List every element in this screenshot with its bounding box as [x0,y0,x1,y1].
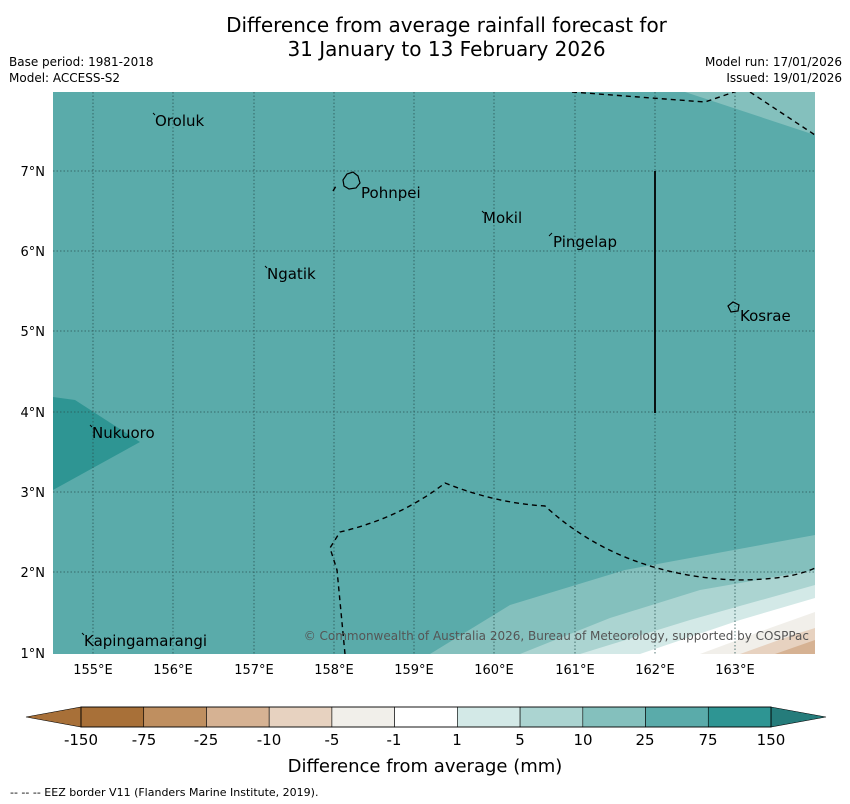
anomaly-minus25-region [775,640,815,654]
colorbar-segment [268,706,333,728]
mokil-marker [481,210,485,214]
lon-label-162: 162°E [635,663,675,678]
base-period: Base period: 1981-2018 [9,55,154,69]
colorbar-segment [645,706,709,728]
colorbar-segments [80,706,772,728]
issued-date: Issued: 19/01/2026 [726,71,842,85]
colorbar-segment [206,706,270,728]
colorbar-segment [394,706,458,728]
colorbar-label-75: 75 [698,731,717,749]
eez-border-north [571,92,815,136]
lat-label-4n: 4°N [21,406,46,421]
colorbar-label-minus150: -150 [64,731,98,749]
lon-label-156: 156°E [153,663,193,678]
colorbar-label-10: 10 [573,731,592,749]
kapingamarangi-marker [81,632,85,636]
map-title-line1: Difference from average rainfall forecas… [226,13,667,37]
colorbar-label-150: 150 [757,731,786,749]
colorbar-segment [457,706,521,728]
colorbar-frame [80,706,772,728]
label-pingelap: Pingelap [553,233,617,251]
anomaly-75-150-region [53,397,140,490]
lat-axis-labels: 7°N 6°N 5°N 4°N 3°N 2°N 1°N [21,165,46,662]
colorbar: -150 -75 -25 -10 -5 -1 1 5 10 25 75 150 … [25,706,827,777]
oroluk-marker [152,112,156,116]
colorbar-label-25: 25 [635,731,654,749]
lon-label-161: 161°E [555,663,595,678]
model-name: Model: ACCESS-S2 [9,71,121,85]
colorbar-label-minus1: -1 [387,731,402,749]
colorbar-label-minus10: -10 [257,731,282,749]
lon-label-157: 157°E [234,663,274,678]
pohnpei-island-outline [342,171,361,190]
copyright-notice: © Commonwealth of Australia 2026, Bureau… [304,629,809,643]
nukuoro-marker [89,424,93,428]
lon-axis-labels: 155°E 156°E 157°E 158°E 159°E 160°E 161°… [73,663,755,678]
anomaly-10-25-region-top [685,92,815,135]
label-kosrae: Kosrae [740,307,791,325]
label-oroluk: Oroluk [155,112,204,130]
colorbar-high-extend [770,706,827,728]
colorbar-label-5: 5 [515,731,525,749]
colorbar-segment [582,706,646,728]
label-ngatik: Ngatik [267,265,316,283]
pingelap-marker [548,232,553,237]
eez-legend-note: -- -- -- EEZ border V11 (Flanders Marine… [10,786,319,799]
lat-label-5n: 5°N [21,325,46,340]
lat-label-7n: 7°N [21,165,46,180]
colorbar-segment [519,706,584,728]
colorbar-segment [707,706,772,728]
lat-label-6n: 6°N [21,245,46,260]
colorbar-label-minus25: -25 [194,731,219,749]
eez-borders [329,92,815,654]
lat-label-2n: 2°N [21,566,46,581]
lon-label-155: 155°E [73,663,113,678]
eez-border-south [329,482,815,654]
lon-label-160: 160°E [474,663,514,678]
colorbar-label-minus75: -75 [132,731,157,749]
lat-label-3n: 3°N [21,486,46,501]
colorbar-label-1: 1 [452,731,462,749]
colorbar-title: Difference from average (mm) [288,756,563,777]
map-title-line2: 31 January to 13 February 2026 [287,37,606,61]
model-run: Model run: 17/01/2026 [704,55,842,69]
label-kapingamarangi: Kapingamarangi [84,632,207,650]
colorbar-segment [331,706,395,728]
lat-label-1n: 1°N [21,647,46,662]
lon-label-163: 163°E [715,663,755,678]
lon-label-159: 159°E [394,663,434,678]
kosrae-island-outline [727,301,740,313]
map-area: Oroluk Pohnpei Mokil Pingelap Ngatik Kos… [53,92,815,654]
label-nukuoro: Nukuoro [92,424,155,442]
colorbar-segment [80,706,145,728]
label-mokil: Mokil [483,209,522,227]
colorbar-label-minus5: -5 [325,731,340,749]
colorbar-segment [143,706,207,728]
label-pohnpei: Pohnpei [361,184,421,202]
colorbar-low-extend [25,706,82,728]
lon-label-158: 158°E [314,663,354,678]
ngatik-marker [264,265,268,269]
eez-border-pohnpei [332,185,337,192]
island-markers [81,112,553,636]
